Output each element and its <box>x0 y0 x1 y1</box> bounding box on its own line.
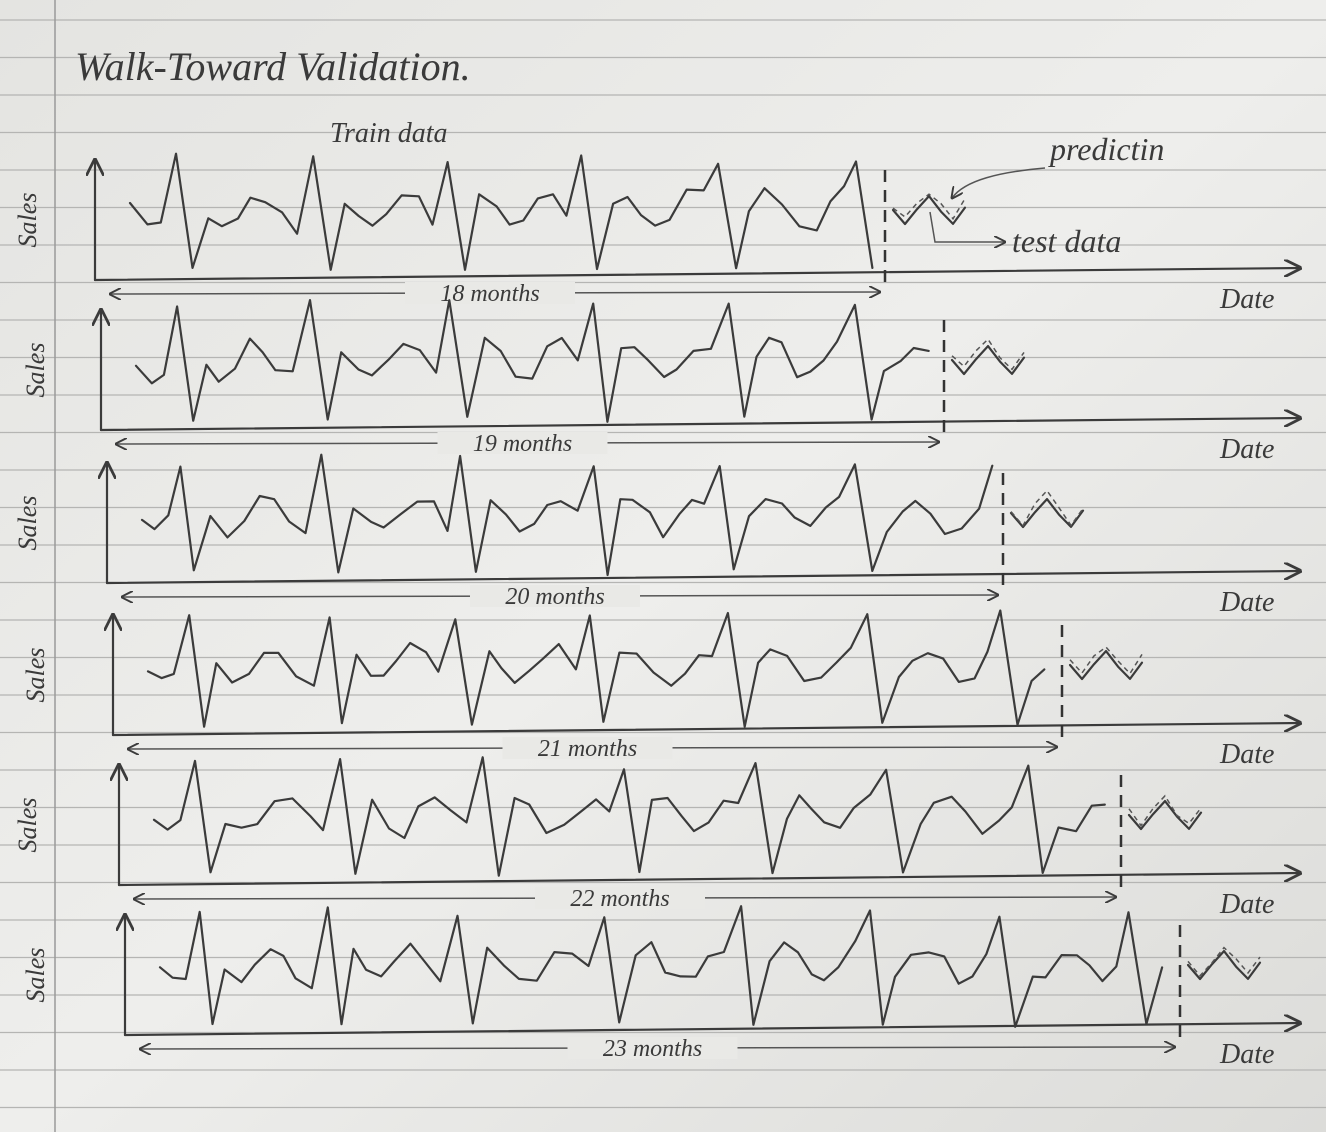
test-arrow <box>929 211 1005 242</box>
y-label: Sales <box>13 798 42 853</box>
prediction-label: predictin <box>1048 131 1164 167</box>
prediction-arrow <box>952 167 1046 198</box>
ruled-lines <box>0 19 1326 1109</box>
x-label: Date <box>1219 739 1274 770</box>
train-series <box>152 756 1106 877</box>
span-label-bg <box>567 1037 738 1059</box>
test-series <box>891 195 967 226</box>
span-label-bg <box>405 282 575 304</box>
span-label-bg <box>437 432 608 454</box>
train-label: Train data <box>330 118 447 149</box>
x-axis <box>111 723 1300 737</box>
span-label-bg <box>502 737 673 759</box>
span-label: 21 months <box>538 736 637 762</box>
y-label: Sales <box>21 648 50 703</box>
span-label: 18 months <box>440 281 539 307</box>
y-label: Sales <box>21 948 50 1003</box>
x-axis <box>93 268 1300 282</box>
span-label: 23 months <box>603 1036 702 1062</box>
test-series <box>1186 950 1262 981</box>
span-label: 19 months <box>473 431 572 457</box>
x-label: Date <box>1219 284 1274 315</box>
test-series <box>1127 800 1203 831</box>
span-label: 22 months <box>570 886 669 912</box>
x-label: Date <box>1219 587 1274 618</box>
y-label: Sales <box>21 343 50 398</box>
prediction-series <box>1187 946 1261 977</box>
span-label-bg <box>535 887 705 909</box>
span-label-bg <box>470 585 640 607</box>
y-label: Sales <box>13 193 42 248</box>
panels: 18 months Date Sales 19 months Date Sales 20 m… <box>13 152 1300 1070</box>
test-label: test data <box>1012 223 1121 259</box>
test-series <box>1068 650 1144 681</box>
train-series <box>146 609 1046 728</box>
prediction-series <box>1128 794 1202 827</box>
test-series <box>1009 498 1085 529</box>
title: Walk-Toward Validation. <box>75 44 471 89</box>
x-axis <box>105 571 1300 585</box>
x-label: Date <box>1219 1039 1274 1070</box>
prediction-series <box>1010 489 1084 527</box>
x-axis <box>123 1023 1300 1037</box>
train-series <box>140 453 994 577</box>
x-label: Date <box>1219 889 1274 920</box>
x-axis <box>117 873 1300 887</box>
train-series <box>134 299 930 423</box>
x-label: Date <box>1219 434 1274 465</box>
train-series <box>158 905 1164 1028</box>
y-label: Sales <box>13 496 42 551</box>
prediction-series <box>892 193 966 221</box>
x-axis <box>99 418 1300 432</box>
prediction-series <box>951 338 1025 371</box>
test-series <box>950 345 1026 376</box>
train-series <box>128 152 874 271</box>
span-label: 20 months <box>505 584 604 610</box>
